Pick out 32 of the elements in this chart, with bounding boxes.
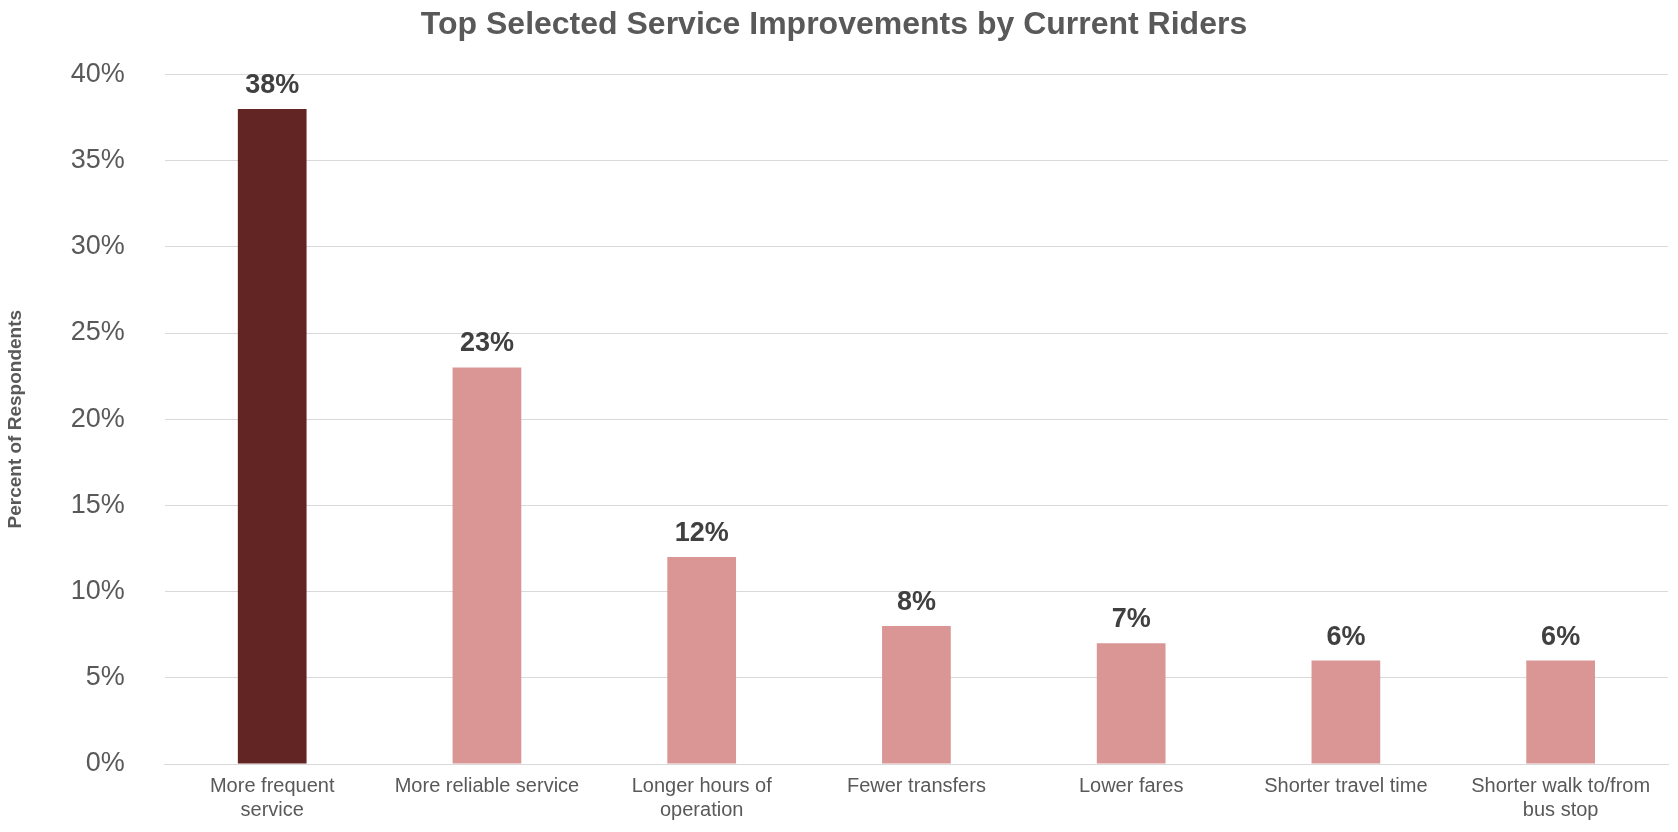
bar [237, 108, 307, 764]
data-label: 6% [1541, 620, 1581, 651]
bar [667, 557, 737, 764]
y-tick-label: 15% [70, 488, 125, 519]
x-tick-label: Lower fares [1078, 773, 1184, 796]
data-label: 23% [459, 327, 514, 358]
data-label: 38% [245, 68, 300, 99]
y-tick-label: 35% [70, 144, 125, 175]
x-tick-label: Shorter walk to/from bus stop [1471, 773, 1651, 820]
bar [452, 367, 522, 764]
bar [1311, 660, 1381, 764]
y-tick-label: 5% [85, 661, 125, 692]
y-tick-label: 30% [70, 230, 125, 261]
y-tick-label: 0% [85, 747, 125, 778]
data-label: 6% [1326, 620, 1366, 651]
data-label: 8% [896, 586, 936, 617]
x-tick-label: Longer hours of operation [631, 773, 773, 820]
data-label: 12% [674, 517, 729, 548]
bar [1096, 643, 1166, 764]
data-label: 7% [1111, 603, 1151, 634]
bar [1526, 660, 1595, 764]
x-tick-label: More frequent service [209, 773, 335, 820]
y-tick-label: 20% [70, 402, 125, 433]
y-tick-label: 40% [70, 57, 125, 88]
x-tick-label: Fewer transfers [846, 773, 986, 796]
chart-title: Top Selected Service Improvements by Current Riders [420, 5, 1248, 42]
x-tick-label: More reliable service [394, 773, 580, 796]
bar [882, 626, 951, 764]
y-axis-title: Percent of Respondents [3, 309, 25, 529]
y-tick-label: 10% [70, 575, 125, 606]
x-tick-label: Shorter travel time [1264, 773, 1428, 796]
y-tick-label: 25% [70, 316, 125, 347]
